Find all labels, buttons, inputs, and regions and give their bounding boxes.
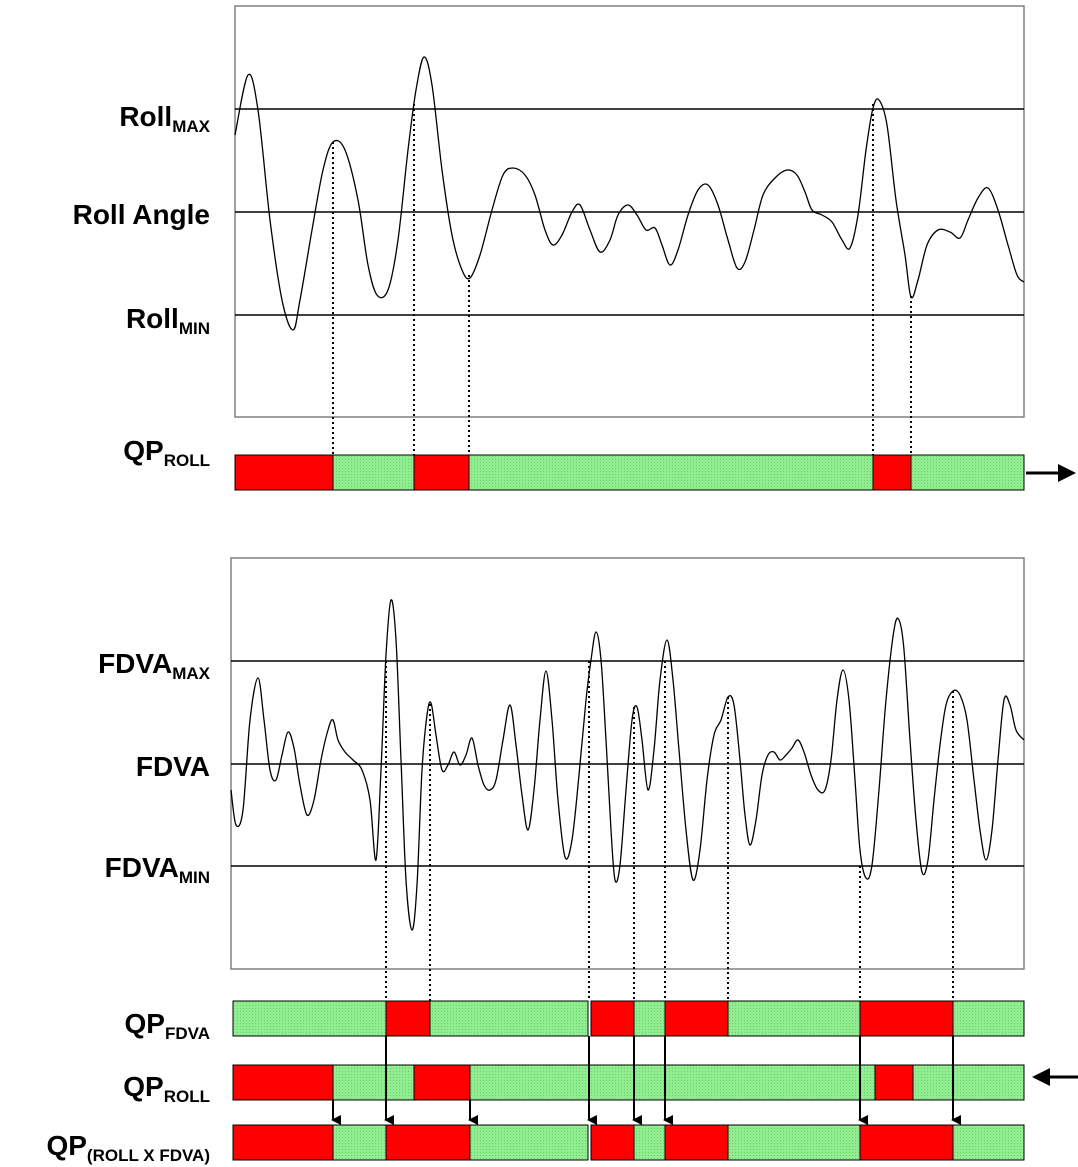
bar-segment-green [912, 1064, 1025, 1101]
qp-roll-bottom-bar [232, 1064, 1025, 1101]
bar-segment-green [332, 454, 415, 491]
bar-segment-green [910, 454, 1025, 491]
bar-segment-green [633, 1124, 666, 1161]
bar-segment-green [332, 1124, 387, 1161]
bar-segment-red [232, 1064, 334, 1101]
fdva-max-label: FDVAMAX [98, 648, 211, 683]
fdva-label: FDVA [136, 751, 210, 782]
bar-segment-green [469, 1064, 876, 1101]
bar-segment-red [859, 1124, 954, 1161]
bar-segment-red [232, 1124, 334, 1161]
bar-segment-red [413, 454, 470, 491]
roll-chart [234, 5, 1025, 418]
bar-segment-red [413, 1064, 471, 1101]
bar-segment-green [232, 1000, 387, 1037]
bar-segment-red [385, 1000, 431, 1037]
bar-segment-green [332, 1064, 415, 1101]
bar-segment-green [952, 1000, 1025, 1037]
bar-segment-green [727, 1000, 861, 1037]
bar-segment-green [633, 1000, 666, 1037]
fdva-min-label: FDVAMIN [105, 852, 210, 887]
roll-drop-lines [332, 104, 912, 455]
bar-segment-green [468, 454, 874, 491]
qp-roll-top-label: QPROLL [123, 435, 210, 470]
qp-roll-bottom-label: QPROLL [123, 1071, 210, 1106]
qp-combined-label: QP(ROLL X FDVA) [46, 1130, 210, 1165]
qp-fdva-label: QPFDVA [125, 1008, 210, 1043]
qp-combined-bar [232, 1124, 1025, 1161]
bar-segment-red [234, 454, 334, 491]
roll-angle-curve [234, 56, 1025, 331]
roll-max-label: RollMAX [119, 101, 210, 136]
fdva-curve [230, 599, 1025, 931]
bar-segment-red [385, 1124, 471, 1161]
bar-segment-green [469, 1124, 589, 1161]
fdva-drop-lines [385, 661, 954, 1001]
bar-segment-red [664, 1124, 729, 1161]
fdva-chart [230, 557, 1025, 970]
bar-segment-red [664, 1000, 729, 1037]
bar-segment-red [590, 1000, 635, 1037]
roll-angle-label: Roll Angle [73, 199, 210, 230]
bar-segment-red [874, 1064, 914, 1101]
arrow-left-icon [1032, 1068, 1078, 1086]
bar-segment-green [727, 1124, 861, 1161]
bar-segment-red [590, 1124, 635, 1161]
bar-segment-red [872, 454, 912, 491]
combine-arrows [331, 1036, 961, 1125]
bar-segment-green [952, 1124, 1025, 1161]
bar-segment-green [429, 1000, 589, 1037]
qp-fdva-bar [232, 1000, 1025, 1037]
bar-segment-red [859, 1000, 954, 1037]
qp-roll-top-bar [234, 454, 1025, 491]
roll-min-label: RollMIN [126, 303, 210, 338]
arrow-right-icon [1026, 464, 1076, 482]
